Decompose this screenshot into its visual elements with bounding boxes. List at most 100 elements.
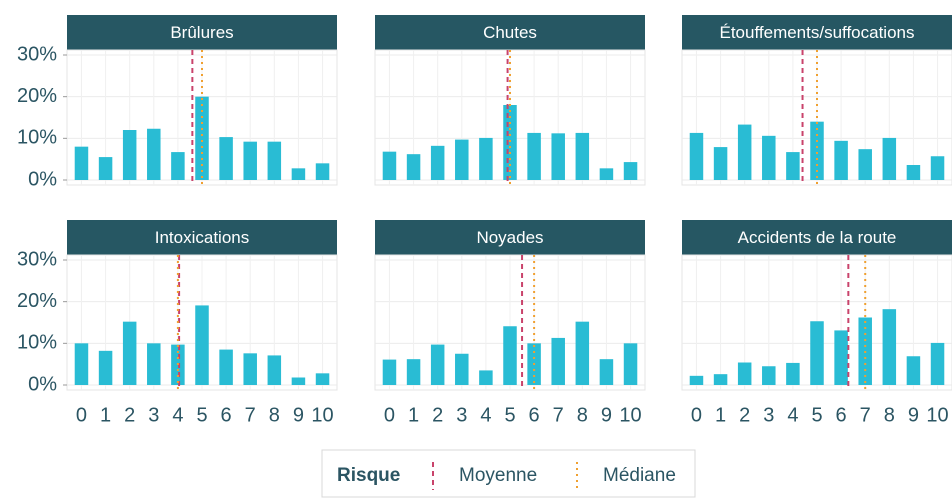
bar xyxy=(243,141,257,180)
x-tick-label: 6 xyxy=(836,404,847,426)
bar xyxy=(906,356,921,385)
bar xyxy=(623,343,638,385)
bar xyxy=(599,168,614,180)
bar xyxy=(430,344,445,385)
legend-label: Moyenne xyxy=(459,465,537,486)
x-tick-label: 8 xyxy=(269,404,280,426)
x-tick-label: 5 xyxy=(196,404,207,426)
bar xyxy=(575,132,590,180)
bar xyxy=(147,128,161,180)
y-tick-label: 20% xyxy=(17,290,57,312)
bar xyxy=(430,145,445,180)
bar xyxy=(737,362,752,385)
x-tick-label: 1 xyxy=(100,404,111,426)
bar xyxy=(479,137,493,180)
bar xyxy=(713,147,728,180)
bar xyxy=(786,152,800,180)
strip xyxy=(682,15,952,50)
x-tick-label: 4 xyxy=(172,404,183,426)
bar xyxy=(882,137,897,180)
bar xyxy=(406,359,421,385)
bar xyxy=(762,366,776,385)
bar xyxy=(479,370,493,385)
x-tick-label: 3 xyxy=(763,404,774,426)
x-tick-label: 7 xyxy=(245,404,256,426)
strip xyxy=(67,15,337,50)
bar xyxy=(762,135,776,180)
strip xyxy=(67,220,337,255)
bar xyxy=(267,355,282,385)
bar xyxy=(147,343,161,385)
panel-title: Intoxications xyxy=(155,228,250,247)
x-tick-label: 4 xyxy=(480,404,491,426)
x-tick-label: 5 xyxy=(504,404,515,426)
x-tick-label: 10 xyxy=(619,404,641,426)
x-tick-label: 3 xyxy=(148,404,159,426)
bar xyxy=(455,353,469,385)
bar xyxy=(689,375,704,385)
bar xyxy=(455,139,469,180)
x-tick-label: 0 xyxy=(384,404,395,426)
legend-title: Risque xyxy=(337,465,400,486)
panel-title: Chutes xyxy=(483,23,537,42)
x-tick-label: 9 xyxy=(908,404,919,426)
y-tick-label: 0% xyxy=(28,373,57,395)
y-tick-label: 30% xyxy=(17,43,57,65)
bar xyxy=(599,359,614,385)
bar xyxy=(122,130,137,180)
bar xyxy=(689,132,704,180)
strip xyxy=(375,220,645,255)
y-tick-label: 10% xyxy=(17,332,57,354)
x-tick-label: 6 xyxy=(529,404,540,426)
y-tick-label: 30% xyxy=(17,248,57,270)
legend-box xyxy=(321,449,696,498)
bar xyxy=(382,359,397,385)
bar xyxy=(575,321,590,385)
bar xyxy=(291,168,306,180)
y-tick-label: 0% xyxy=(28,168,57,190)
x-tick-label: 1 xyxy=(408,404,419,426)
bar xyxy=(219,137,233,180)
x-tick-label: 1 xyxy=(715,404,726,426)
bar xyxy=(906,165,921,180)
legend-label: Médiane xyxy=(603,465,676,486)
x-tick-label: 5 xyxy=(811,404,822,426)
x-tick-label: 0 xyxy=(691,404,702,426)
bar xyxy=(98,350,113,385)
strip xyxy=(375,15,645,50)
strip xyxy=(682,220,952,255)
x-tick-label: 10 xyxy=(311,404,333,426)
x-tick-label: 4 xyxy=(787,404,798,426)
panel-title: Accidents de la route xyxy=(738,228,897,247)
bar xyxy=(834,330,848,385)
bar xyxy=(713,374,728,385)
bar xyxy=(551,133,565,180)
bar xyxy=(98,157,113,180)
x-tick-label: 2 xyxy=(432,404,443,426)
bar xyxy=(267,141,282,180)
x-tick-label: 9 xyxy=(293,404,304,426)
bar xyxy=(930,342,945,385)
bar xyxy=(810,121,824,180)
bar xyxy=(195,96,209,180)
bar xyxy=(623,162,638,180)
bar xyxy=(382,151,397,180)
x-tick-label: 9 xyxy=(601,404,612,426)
bar xyxy=(315,163,330,180)
bar xyxy=(527,132,541,180)
panel-title: Étouffements/suffocations xyxy=(720,23,915,42)
bar xyxy=(834,140,848,180)
bar xyxy=(810,321,824,385)
x-tick-label: 10 xyxy=(926,404,948,426)
x-tick-label: 6 xyxy=(221,404,232,426)
bar xyxy=(195,305,209,385)
y-tick-label: 10% xyxy=(17,127,57,149)
x-tick-label: 8 xyxy=(884,404,895,426)
panel-title: Brûlures xyxy=(170,23,233,42)
bar xyxy=(551,337,565,385)
bar xyxy=(786,362,800,385)
bar xyxy=(122,321,137,385)
bar xyxy=(737,124,752,180)
bar xyxy=(291,377,306,385)
